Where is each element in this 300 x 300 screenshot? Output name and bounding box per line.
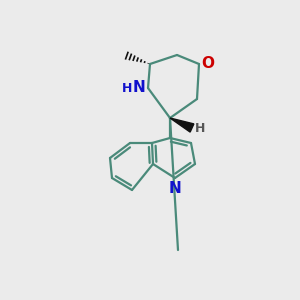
- Text: H: H: [195, 122, 206, 136]
- Text: H: H: [122, 82, 132, 95]
- Text: N: N: [132, 80, 145, 95]
- Text: O: O: [201, 56, 214, 71]
- Text: N: N: [169, 181, 182, 196]
- Polygon shape: [170, 118, 194, 132]
